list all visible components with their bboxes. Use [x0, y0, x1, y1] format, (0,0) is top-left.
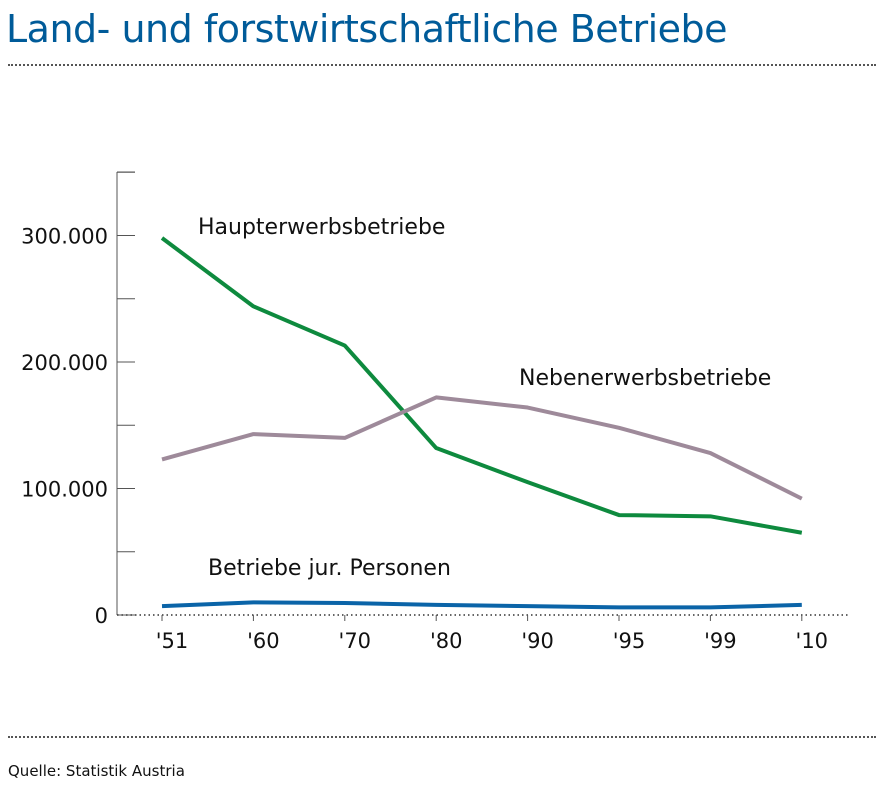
series-line-nebenerwerb	[161, 395, 803, 501]
x-tick-label: '51	[156, 629, 189, 653]
series-lines	[160, 236, 803, 610]
x-tick-label: '99	[704, 629, 737, 653]
series-labels: Haupterwerbsbetriebe Nebenerwerbsbetriebe…	[198, 215, 771, 581]
y-tick-label: 200.000	[21, 351, 108, 375]
bottom-dotted-divider	[8, 736, 876, 738]
series-line-juristisch	[161, 600, 802, 610]
x-axis: '51 '60 '70 '80 '90 '95 '99 '10	[117, 614, 848, 653]
y-tick-label: 100.000	[21, 478, 108, 502]
top-dotted-divider	[8, 64, 876, 66]
series-label-nebenerwerb: Nebenerwerbsbetriebe	[519, 366, 771, 391]
y-tick-label: 0	[95, 604, 108, 628]
y-tick-label: 300.000	[21, 225, 108, 249]
source-note: Quelle: Statistik Austria	[8, 762, 185, 780]
y-axis: 0 100.000 200.000 300.000	[21, 171, 135, 628]
x-tick-label: '95	[613, 629, 646, 653]
series-line-haupterwerb	[160, 236, 803, 535]
series-label-juristisch: Betriebe jur. Personen	[208, 556, 451, 581]
x-tick-label: '80	[430, 629, 463, 653]
x-tick-label: '10	[796, 629, 829, 653]
x-tick-label: '60	[247, 629, 280, 653]
x-tick-label: '90	[521, 629, 554, 653]
x-tick-label: '70	[339, 629, 372, 653]
chart-title: Land- und forstwirtschaftliche Betriebe	[6, 7, 728, 51]
series-label-haupterwerb: Haupterwerbsbetriebe	[198, 215, 445, 240]
